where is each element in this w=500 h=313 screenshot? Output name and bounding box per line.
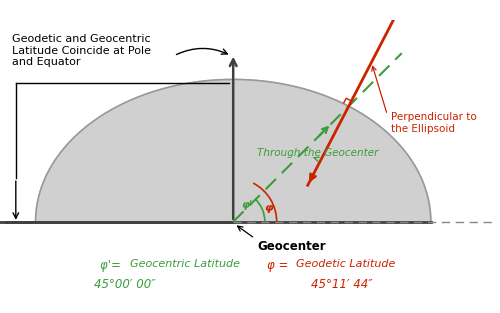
Text: 45°00′ 00″: 45°00′ 00″: [94, 278, 156, 291]
Text: φ =: φ =: [268, 259, 292, 272]
Text: Through the Geocenter: Through the Geocenter: [257, 147, 378, 157]
Text: Geodetic and Geocentric
Latitude Coincide at Pole
and Equator: Geodetic and Geocentric Latitude Coincid…: [12, 34, 151, 67]
Text: Geodetic Latitude: Geodetic Latitude: [296, 259, 396, 269]
Text: φ': φ': [242, 200, 252, 210]
Text: φ: φ: [264, 203, 273, 213]
Text: Geocentric Latitude: Geocentric Latitude: [130, 259, 240, 269]
Text: Perpendicular to
the Ellipsoid: Perpendicular to the Ellipsoid: [392, 112, 477, 134]
Text: 45°11′ 44″: 45°11′ 44″: [311, 278, 372, 291]
Text: Geocenter: Geocenter: [257, 239, 326, 253]
Text: φ'=: φ'=: [100, 259, 124, 272]
Polygon shape: [36, 80, 431, 222]
